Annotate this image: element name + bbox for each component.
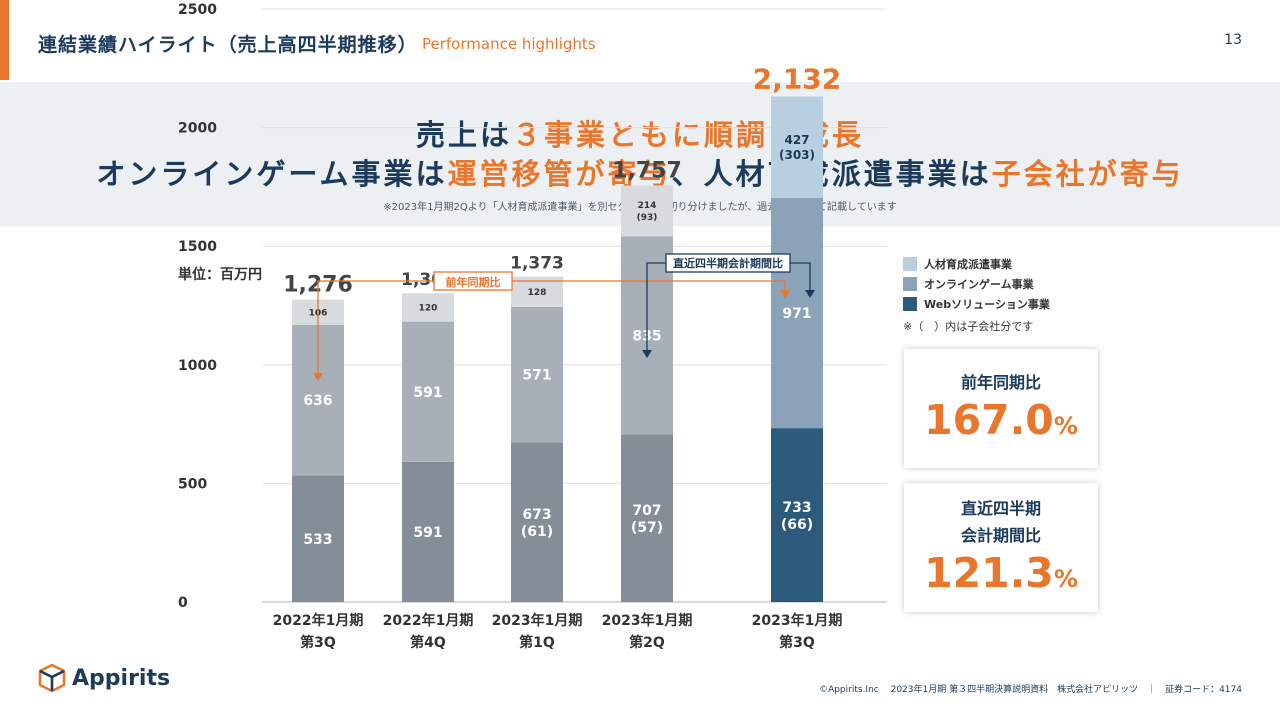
data-label: 214: [638, 201, 657, 211]
data-sublabel: (57): [631, 520, 663, 536]
x-tick-label: 2023年1月期: [752, 612, 843, 629]
header-accent-bar: [0, 0, 9, 80]
x-tick-label: 2023年1月期: [602, 612, 693, 629]
legend-swatch: [903, 257, 917, 271]
qoq-arrow-left: [642, 350, 652, 358]
y-tick-label: 1500: [178, 239, 217, 255]
yoy-label: 前年同期比: [446, 275, 501, 289]
yoy-connector: [317, 280, 786, 373]
data-sublabel: (303): [779, 148, 815, 162]
data-label: 533: [303, 532, 332, 548]
data-label: 971: [782, 306, 811, 322]
headline-text: 、人材育成派遣事業は: [671, 157, 992, 191]
kpi-value: 167.0%: [924, 396, 1078, 444]
x-tick-label: 第3Q: [300, 634, 336, 651]
bar-segment: [621, 185, 673, 237]
bar-segment: [511, 306, 563, 443]
legend-swatch: [903, 297, 917, 311]
kpi-label: 直近四半期 会計期間比: [960, 499, 1041, 545]
bar-segment: [771, 96, 823, 198]
data-label: 591: [413, 385, 442, 401]
data-sublabel: (66): [781, 517, 813, 533]
bar-segment: [402, 461, 454, 602]
x-tick-label: 2023年1月期: [492, 612, 583, 629]
x-tick-label: 2022年1月期: [273, 612, 364, 629]
data-label: 673: [522, 507, 551, 523]
kpi-card-qoq: 直近四半期 会計期間比 121.3%: [904, 483, 1098, 612]
bar-segment: [402, 293, 454, 322]
bar-segment: [771, 197, 823, 429]
total-label: 1,373: [510, 254, 564, 274]
y-tick-label: 0: [178, 595, 188, 611]
x-tick-label: 第2Q: [629, 634, 665, 651]
headline-text: オンラインゲーム事業は: [96, 157, 448, 191]
bar-segment: [511, 442, 563, 602]
legend-label: オンラインゲーム事業: [924, 277, 1035, 291]
total-label: 1,757: [612, 158, 682, 183]
data-label: 733: [782, 500, 811, 516]
legend-label: 人材育成派遣事業: [924, 257, 1013, 271]
qoq-arrow-right: [805, 290, 815, 298]
qoq-label-box: [665, 253, 791, 273]
headline-text: 売上は: [415, 118, 512, 152]
bar-segment: [402, 321, 454, 462]
data-label: 707: [632, 503, 661, 519]
data-sublabel: (61): [521, 524, 553, 540]
bar-segment: [771, 428, 823, 602]
company-logo: Appirits: [38, 662, 170, 694]
headline-highlight: 運営移管が寄与: [447, 157, 672, 191]
page-subtitle: Performance highlights: [422, 35, 596, 53]
data-label: 571: [522, 368, 551, 384]
headline-highlight: 子会社が寄与: [991, 157, 1184, 191]
x-tick-label: 第3Q: [779, 634, 815, 651]
bar-segment: [292, 475, 344, 602]
data-label: 427: [784, 133, 809, 147]
kpi-label: 前年同期比: [960, 373, 1041, 392]
footer-text: ©Appirits.Inc 2023年1月期 第３四半期決算説明資料 株式会社ア…: [819, 685, 1242, 695]
x-tick-label: 2022年1月期: [383, 612, 474, 629]
kpi-value: 121.3%: [924, 549, 1078, 597]
data-label: 636: [303, 393, 332, 409]
data-label: 128: [528, 288, 547, 298]
legend-note: ※（ ）内は子会社分です: [903, 320, 1034, 333]
data-sublabel: (93): [637, 213, 658, 223]
yoy-arrow-left: [313, 373, 323, 381]
legend-label: Webソリューション事業: [924, 297, 1051, 311]
y-axis-unit-label: 単位：百万円: [178, 266, 262, 283]
bar-segment: [621, 434, 673, 602]
data-label: 120: [419, 304, 438, 314]
data-label: 591: [413, 525, 442, 541]
y-tick-label: 2500: [178, 2, 217, 18]
yoy-arrow-right: [780, 290, 790, 298]
yoy-label-box: [433, 271, 513, 291]
legend-swatch: [903, 277, 917, 291]
kpi-card-yoy: 前年同期比 167.0%: [904, 349, 1098, 468]
page-title: 連結業績ハイライト（売上高四半期推移）: [38, 34, 418, 56]
headline-line-2: オンラインゲーム事業は運営移管が寄与、人材育成派遣事業は子会社が寄与: [0, 151, 1280, 193]
x-tick-label: 第1Q: [519, 634, 555, 651]
y-tick-label: 1000: [178, 358, 217, 374]
total-label: 2,132: [753, 63, 842, 96]
page-number: 13: [1224, 32, 1242, 48]
y-tick-label: 500: [178, 476, 207, 492]
cube-logo-icon: [38, 663, 66, 693]
x-tick-label: 第4Q: [410, 634, 446, 651]
y-tick-label: 2000: [178, 121, 217, 137]
logo-text: Appirits: [72, 665, 171, 691]
qoq-label: 直近四半期会計期間比: [673, 256, 783, 270]
